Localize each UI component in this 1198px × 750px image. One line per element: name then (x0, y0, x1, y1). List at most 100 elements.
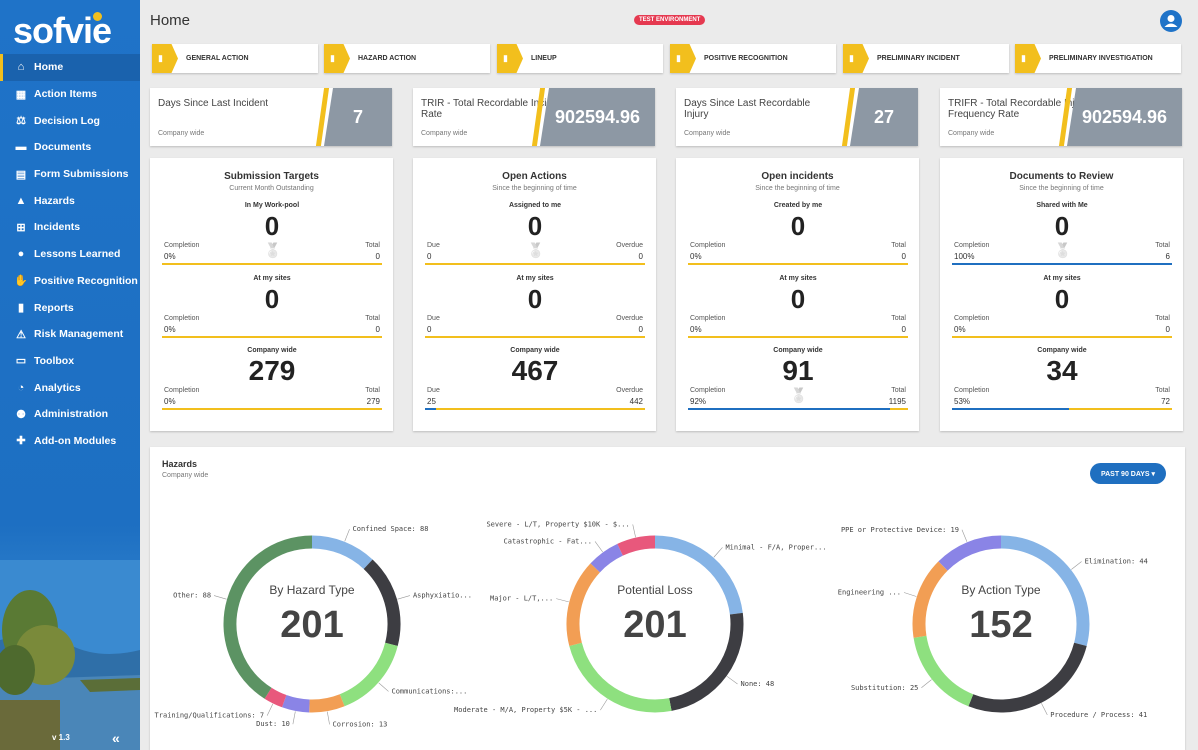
sidebar-item-label: Incidents (34, 221, 81, 234)
sidebar-item-add-on-modules[interactable]: ✚ Add-on Modules (0, 428, 140, 455)
donut-segment[interactable] (566, 563, 601, 647)
period-dropdown-button[interactable]: PAST 90 DAYS ▾ (1090, 463, 1166, 484)
calendar-icon: ▦ (15, 88, 27, 101)
sidebar-item-action-items[interactable]: ▦ Action Items (0, 81, 140, 108)
segment-label: Communications:... (392, 687, 468, 695)
progress-bar (425, 408, 645, 410)
progress-fill (425, 408, 436, 410)
section-count[interactable]: 0 (1054, 211, 1070, 241)
donut-segment[interactable] (913, 635, 974, 707)
donut-segment[interactable] (569, 642, 672, 713)
section-label: At my sites (516, 275, 554, 282)
section-count[interactable]: 0 (790, 211, 806, 241)
logo-dot (93, 12, 102, 21)
sidebar-item-administration[interactable]: ⚉ Administration (0, 401, 140, 428)
progress-bar (425, 336, 645, 338)
section-count[interactable]: 0 (527, 211, 543, 241)
donut-segment[interactable] (654, 535, 743, 615)
quick-action-preliminary-investigation[interactable]: ▮ PRELIMINARY INVESTIGATION (1015, 44, 1181, 73)
quick-action-hazard-action[interactable]: ▮ HAZARD ACTION (324, 44, 490, 73)
donut-segment[interactable] (223, 535, 313, 699)
quick-action-lineup[interactable]: ▮ LINEUP (497, 44, 663, 73)
donut-segment[interactable] (912, 561, 948, 638)
section-count[interactable]: 0 (264, 284, 280, 314)
donut-segment[interactable] (590, 543, 624, 573)
section-label: Shared with Me (1036, 202, 1088, 209)
stat-section: Shared with Me 0 🏅 Completion 100% Total 6 (952, 202, 1172, 272)
donut-center-label: By Action Type (961, 583, 1040, 597)
section-count[interactable]: 0 (1054, 284, 1070, 314)
donut-segment[interactable] (309, 694, 345, 713)
sidebar-item-decision-log[interactable]: ⚖ Decision Log (0, 107, 140, 134)
left-stat-label: Completion (690, 387, 726, 394)
sidebar-item-home[interactable]: ⌂ Home (0, 54, 140, 81)
sidebar-item-label: Form Submissions (34, 168, 129, 181)
donut-segment[interactable] (363, 559, 401, 647)
donut-segment[interactable] (339, 642, 398, 707)
sidebar-item-documents[interactable]: ▬ Documents (0, 134, 140, 161)
left-stat-value: 100% (954, 252, 975, 261)
quick-action-general-action[interactable]: ▮ GENERAL ACTION (152, 44, 318, 73)
home-icon: ⌂ (17, 61, 25, 74)
donut-segment[interactable] (264, 687, 287, 708)
section-count[interactable]: 0 (264, 211, 280, 241)
right-stat-label: Total (1155, 242, 1170, 249)
sidebar-item-analytics[interactable]: ◔ Analytics (0, 374, 140, 401)
donut-segment[interactable] (311, 535, 373, 570)
section-label: Created by me (773, 202, 823, 209)
hazards-panel: Hazards Company wide PAST 90 DAYS ▾ Conf… (150, 447, 1185, 750)
document-icon: ▮ (324, 44, 350, 73)
document-icon: ▮ (152, 44, 178, 73)
sidebar-item-positive-recognition[interactable]: ✋ Positive Recognition (0, 268, 140, 295)
progress-bar (952, 263, 1172, 265)
quick-action-preliminary-incident[interactable]: ▮ PRELIMINARY INCIDENT (843, 44, 1009, 73)
section-label: Assigned to me (508, 202, 562, 209)
sidebar-item-reports[interactable]: ▮ Reports (0, 294, 140, 321)
pie-chart-icon: ◔ (17, 381, 25, 394)
quick-action-positive-recognition[interactable]: ▮ POSITIVE RECOGNITION (670, 44, 836, 73)
sidebar-item-label: Action Items (34, 88, 98, 101)
sidebar-item-form-submissions[interactable]: ▤ Form Submissions (0, 161, 140, 188)
section-count[interactable]: 34 (1046, 355, 1078, 386)
right-stat-value: 0 (375, 252, 380, 261)
section-count[interactable]: 0 (790, 284, 806, 314)
card-subtitle: Since the beginning of time (755, 185, 840, 192)
sidebar-item-label: Decision Log (34, 114, 100, 127)
section-count[interactable]: 467 (511, 355, 559, 386)
progress-fill (952, 263, 1172, 265)
left-stat-label: Completion (164, 387, 200, 394)
alert-triangle-icon: ⚠ (16, 328, 26, 341)
medal-icon: 🏅 (790, 387, 808, 403)
collapse-sidebar-icon[interactable]: « (112, 730, 120, 746)
right-stat-value: 0 (638, 252, 643, 261)
left-stat-value: 0% (690, 325, 702, 334)
sidebar-item-label: Analytics (34, 381, 81, 394)
sidebar-item-hazards[interactable]: ▲ Hazards (0, 187, 140, 214)
quick-action-label: GENERAL ACTION (186, 55, 249, 62)
sidebar-item-toolbox[interactable]: ▭ Toolbox (0, 348, 140, 375)
segment-label: Catastrophic - Fat... (504, 537, 593, 545)
donut-segment[interactable] (1000, 535, 1090, 647)
metric-value: 27 (850, 88, 918, 146)
donut-segment[interactable] (938, 535, 1002, 571)
document-icon: ▮ (497, 44, 523, 73)
card-title: Open Actions (502, 171, 567, 182)
donut-segment[interactable] (282, 694, 310, 713)
section-count[interactable]: 0 (527, 284, 543, 314)
plus-square-icon: ⊞ (16, 221, 26, 234)
donut-segment[interactable] (617, 535, 656, 556)
sidebar-item-risk-management[interactable]: ⚠ Risk Management (0, 321, 140, 348)
segment-leader-line (1071, 561, 1082, 570)
section-count[interactable]: 91 (782, 355, 814, 386)
segment-label: Substitution: 25 (851, 684, 918, 692)
donut-segment[interactable] (968, 642, 1087, 713)
right-stat-value: 279 (366, 397, 380, 406)
sidebar-item-label: Toolbox (34, 354, 75, 367)
sidebar-item-lessons-learned[interactable]: ● Lessons Learned (0, 241, 140, 268)
app-version: v 1.3 (52, 733, 70, 742)
donut-segment[interactable] (668, 612, 744, 711)
segment-label: Asphyxiatio... (413, 592, 472, 600)
sidebar-item-incidents[interactable]: ⊞ Incidents (0, 214, 140, 241)
user-avatar[interactable] (1160, 10, 1182, 32)
section-count[interactable]: 279 (248, 355, 296, 386)
